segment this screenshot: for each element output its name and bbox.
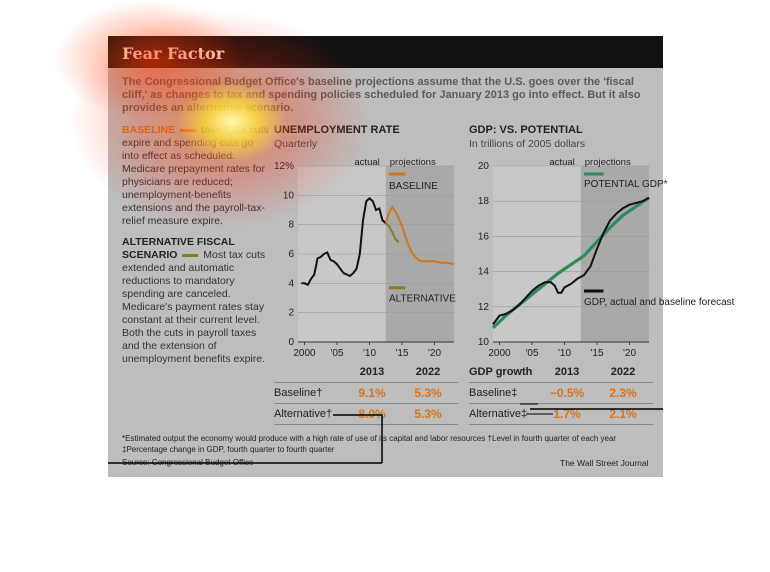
annotation-line [333, 414, 383, 463]
annotation-lines [108, 403, 663, 464]
infographic-panel: Fear Factor The Congressional Budget Off… [108, 36, 735, 477]
